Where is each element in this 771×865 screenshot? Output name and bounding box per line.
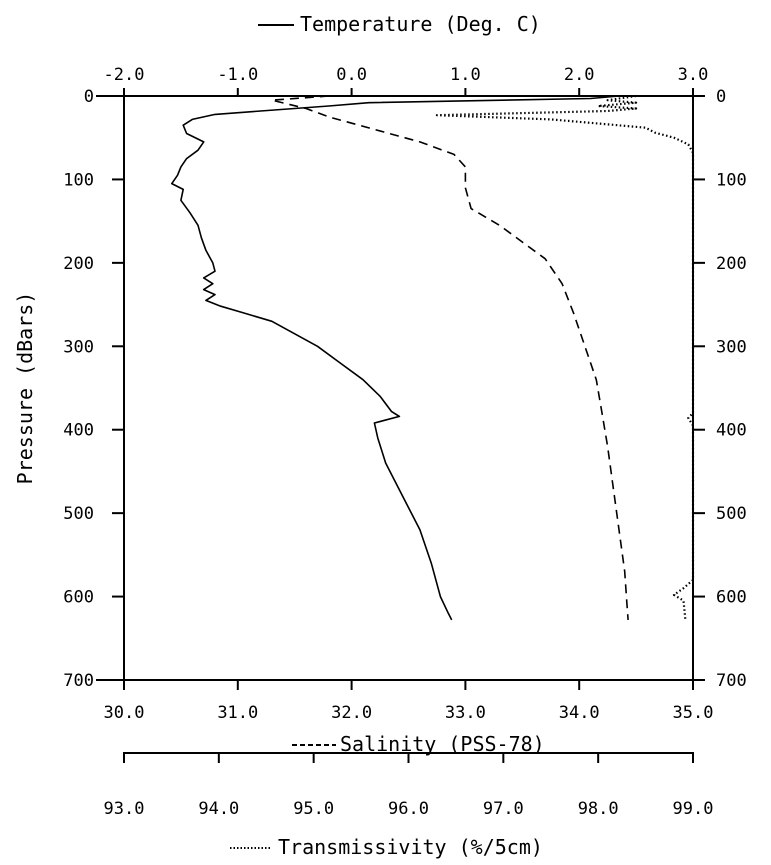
transmissivity-tick-label: 99.0	[673, 799, 714, 819]
transmissivity-legend: Transmissivity (%/5cm)	[230, 835, 543, 859]
series-lines	[171, 94, 695, 621]
temperature-tick-label: -2.0	[104, 65, 145, 85]
transmissivity-tick-label: 95.0	[293, 799, 334, 819]
transmissivity-tick-label: 94.0	[198, 799, 239, 819]
salinity-legend: Salinity (PSS-78)	[292, 732, 545, 756]
right-pressure-tick-label: 400	[716, 421, 747, 441]
left-pressure-tick-label: 600	[63, 588, 94, 608]
right-pressure-tick-label: 100	[716, 170, 747, 190]
transmissivity-series-line	[435, 94, 695, 621]
temperature-ticks: -2.0 -1.0 0.0 1.0 2.0 3.0	[104, 65, 709, 96]
left-pressure-tick-label: 300	[63, 337, 94, 357]
right-pressure-tick-label: 500	[716, 504, 747, 524]
right-pressure-tick-label: 0	[716, 87, 726, 107]
axes-frame	[96, 95, 694, 762]
salinity-tick-label: 34.0	[559, 703, 600, 723]
temperature-series-line	[171, 95, 620, 621]
right-pressure-tick-label: 700	[716, 671, 747, 691]
temperature-tick-label: -1.0	[217, 65, 258, 85]
temperature-axis-title: Temperature (Deg. C)	[300, 12, 541, 36]
salinity-axis-title: Salinity (PSS-78)	[340, 732, 545, 756]
temperature-tick-label: 0.0	[336, 65, 367, 85]
left-pressure-ticks: 0 100 200 300 400 500 600 700	[63, 87, 124, 691]
transmissivity-tick-label: 98.0	[578, 799, 619, 819]
transmissivity-axis-title: Transmissivity (%/5cm)	[278, 835, 543, 859]
right-pressure-tick-label: 200	[716, 254, 747, 274]
left-pressure-tick-label: 100	[63, 170, 94, 190]
transmissivity-tick-label: 96.0	[388, 799, 429, 819]
salinity-series-line	[271, 95, 629, 620]
transmissivity-tick-label: 97.0	[483, 799, 524, 819]
left-pressure-tick-label: 700	[63, 671, 94, 691]
left-pressure-tick-label: 0	[84, 87, 94, 107]
temperature-legend: Temperature (Deg. C)	[258, 12, 541, 36]
salinity-tick-label: 35.0	[673, 703, 714, 723]
left-pressure-tick-label: 400	[63, 421, 94, 441]
left-pressure-tick-label: 500	[63, 504, 94, 524]
temperature-tick-label: 2.0	[564, 65, 595, 85]
pressure-axis-title: Pressure (dBars)	[13, 292, 37, 485]
salinity-tick-label: 32.0	[331, 703, 372, 723]
salinity-tick-label: 31.0	[217, 703, 258, 723]
salinity-tick-label: 33.0	[445, 703, 486, 723]
salinity-ticks: 30.0 31.0 32.0 33.0 34.0 35.0	[104, 680, 714, 723]
right-pressure-tick-label: 600	[716, 588, 747, 608]
salinity-tick-label: 30.0	[104, 703, 145, 723]
right-pressure-tick-label: 300	[716, 337, 747, 357]
temperature-tick-label: 3.0	[678, 65, 709, 85]
temperature-tick-label: 1.0	[450, 65, 481, 85]
right-pressure-ticks: 0 100 200 300 400 500 600 700	[693, 87, 747, 691]
transmissivity-tick-label: 93.0	[104, 799, 145, 819]
left-pressure-tick-label: 200	[63, 254, 94, 274]
transmissivity-ticks: 93.0 94.0 95.0 96.0 97.0 98.0 99.0	[104, 753, 714, 819]
